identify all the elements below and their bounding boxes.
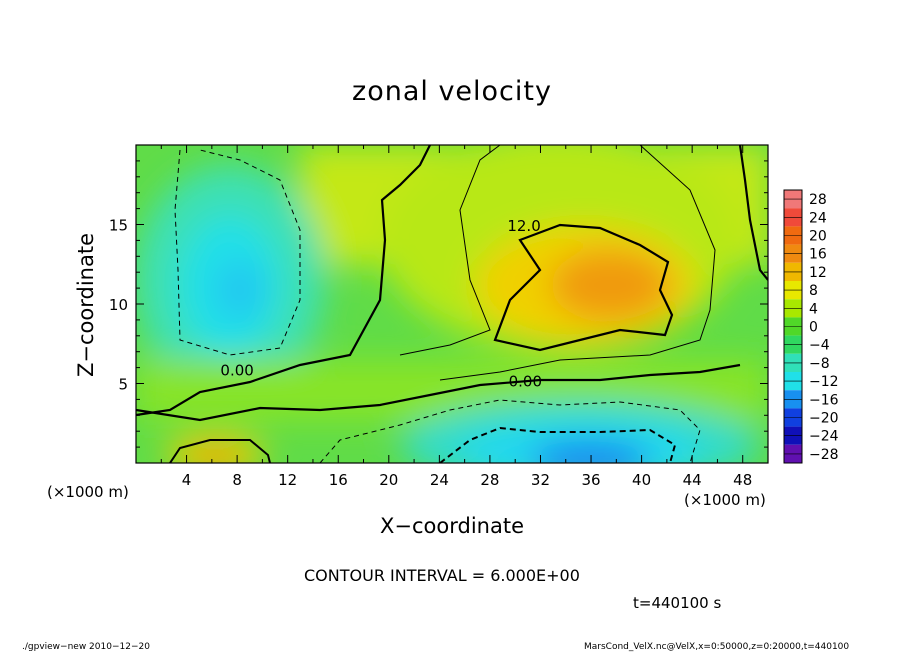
x-tick-label-11: 48	[733, 471, 752, 489]
y-tick-label-2: 15	[109, 217, 128, 235]
colorbar-tick-label-11: −16	[809, 392, 839, 408]
y-tick-label-1: 10	[109, 296, 128, 314]
heatmap-field	[136, 145, 768, 463]
colorbar-tick-label-12: −20	[809, 411, 839, 427]
x-tick-label-8: 36	[581, 471, 600, 489]
footer-right: MarsCond_VelX.nc@VelX,x=0:50000,z=0:2000…	[584, 642, 850, 652]
colorbar-tick-label-1: 24	[809, 210, 827, 226]
y-axis-ticks: 5 10 15	[109, 160, 768, 448]
contour-neg6-upper	[174, 149, 301, 356]
x-unit-label-left: (×1000 m)	[47, 483, 129, 501]
x-unit-label-right: (×1000 m)	[684, 491, 766, 509]
x-tick-label-2: 12	[278, 471, 297, 489]
colorbar-tick-label-13: −24	[809, 429, 839, 445]
colorbar-tick-label-8: −4	[809, 338, 830, 354]
x-tick-label-0: 4	[182, 471, 192, 489]
contour-label-1: 0.00	[220, 362, 253, 380]
colorbar-tick-label-6: 4	[809, 301, 818, 317]
x-tick-label-4: 20	[379, 471, 398, 489]
x-tick-label-6: 28	[480, 471, 499, 489]
y-tick-label-0: 5	[118, 376, 128, 394]
contour-12	[493, 223, 674, 352]
x-tick-label-10: 44	[683, 471, 702, 489]
x-axis-label: X−coordinate	[380, 514, 524, 538]
x-tick-label-3: 16	[329, 471, 348, 489]
colorbar-tick-label-2: 20	[809, 229, 827, 245]
contour-neg6-lower	[319, 399, 701, 463]
footer-left: ./gpview−new 2010−12−20	[22, 642, 150, 652]
colorbar-tick-label-10: −12	[809, 374, 839, 390]
colorbar: 28 24 20 16 12 8 4 0 −4 −8 −12 −16 −20 −24 −28	[783, 189, 839, 464]
colorbar-tick-label-5: 8	[809, 283, 818, 299]
contour-zero-right	[738, 145, 768, 281]
contour-labels: 12.0 0.00 0.00	[220, 217, 542, 391]
contour-lines	[136, 145, 768, 463]
time-stamp: t=440100 s	[633, 594, 722, 612]
contour-pos12-lower	[169, 439, 271, 463]
contour-interval-text: CONTOUR INTERVAL = 6.000E+00	[304, 566, 580, 585]
x-tick-label-1: 8	[232, 471, 242, 489]
contour-label-0: 12.0	[507, 217, 540, 235]
contour-pos6-thin	[399, 145, 501, 356]
contour-label-2: 0.00	[509, 373, 542, 391]
contour-neg12-lower	[439, 426, 677, 463]
x-axis-ticks: 4 8 12 16 20 24 28 32 36 40 44 48	[160, 145, 769, 489]
contour-zero-lower	[136, 363, 741, 422]
colorbar-tick-label-3: 16	[809, 247, 827, 263]
colorbar-tick-label-9: −8	[809, 356, 830, 372]
contour-zero-upper	[136, 145, 431, 417]
x-tick-label-5: 24	[430, 471, 449, 489]
colorbar-tick-label-14: −28	[809, 447, 839, 463]
chart-title: zonal velocity	[352, 76, 552, 107]
contour-pos6-right	[439, 145, 716, 381]
y-axis-label: Z−coordinate	[74, 233, 98, 377]
x-tick-label-9: 40	[632, 471, 651, 489]
x-tick-label-7: 32	[531, 471, 550, 489]
colorbar-tick-label-7: 0	[809, 320, 818, 336]
colorbar-tick-label-4: 12	[809, 265, 827, 281]
colorbar-tick-label-0: 28	[809, 192, 827, 208]
